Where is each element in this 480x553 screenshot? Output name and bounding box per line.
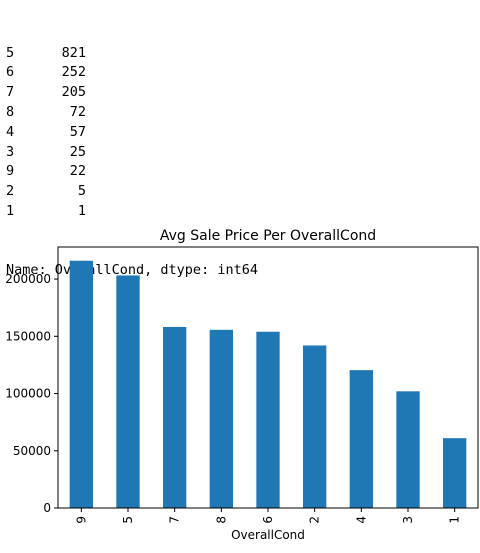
value-count-index: 8 xyxy=(6,103,15,120)
value-count-index: 7 xyxy=(6,84,15,101)
x-tick-label: 3 xyxy=(401,516,415,524)
y-axis: 0 50000 100000 150000 200000 xyxy=(5,272,58,515)
value-count-index: 9 xyxy=(6,163,15,180)
y-tick-label: 50000 xyxy=(13,444,51,458)
value-count-index: 3 xyxy=(6,143,15,160)
x-tick-label: 7 xyxy=(168,516,182,524)
value-count-row: 9 22 xyxy=(6,162,258,182)
value-count-count: 252 xyxy=(61,64,86,81)
y-tick-label: 150000 xyxy=(5,329,51,343)
bar-group xyxy=(69,260,467,508)
x-axis-label: OverallCond xyxy=(231,528,305,542)
bar xyxy=(69,260,93,508)
y-tick-label: 0 xyxy=(43,501,51,515)
value-count-index: 4 xyxy=(6,123,15,140)
x-tick-label: 4 xyxy=(354,516,368,524)
value-count-count: 25 xyxy=(69,143,86,160)
x-axis: 9 5 7 8 6 2 4 3 1 xyxy=(74,508,462,524)
chart-title: Avg Sale Price Per OverallCond xyxy=(160,228,376,244)
bar xyxy=(209,329,233,508)
y-tick-label: 200000 xyxy=(5,272,51,286)
value-count-row: 6 252 xyxy=(6,63,258,83)
value-count-index: 6 xyxy=(6,64,15,81)
value-count-row: 7 205 xyxy=(6,83,258,103)
value-count-count: 5 xyxy=(77,183,86,200)
value-count-index: 5 xyxy=(6,44,15,61)
value-counts-table: 5 821 6 252 7 205 8 72 4 57 3 25 9 22 2 5 1 1 xyxy=(6,44,258,222)
value-count-index: 1 xyxy=(6,202,15,219)
x-tick-label: 2 xyxy=(308,516,322,524)
value-count-count: 821 xyxy=(61,44,86,61)
y-tick-label: 100000 xyxy=(5,387,51,401)
bar xyxy=(256,331,280,508)
value-count-row: 4 57 xyxy=(6,123,258,143)
value-count-count: 205 xyxy=(61,84,86,101)
bar xyxy=(116,275,140,508)
bar xyxy=(303,345,327,508)
x-tick-label: 8 xyxy=(214,516,228,524)
x-tick-label: 1 xyxy=(448,516,462,524)
value-count-row: 3 25 xyxy=(6,143,258,163)
bar xyxy=(396,391,420,508)
x-tick-label: 5 xyxy=(121,516,135,524)
value-count-index: 2 xyxy=(6,183,15,200)
value-count-row: 5 821 xyxy=(6,44,258,64)
value-count-count: 22 xyxy=(69,163,86,180)
bar xyxy=(349,370,373,508)
value-count-count: 72 xyxy=(69,103,86,120)
x-tick-label: 9 xyxy=(74,516,88,524)
x-tick-label: 6 xyxy=(261,516,275,524)
value-count-row: 8 72 xyxy=(6,103,258,123)
value-count-count: 1 xyxy=(77,202,86,219)
plot-frame xyxy=(57,246,479,509)
bar xyxy=(443,438,467,508)
bar xyxy=(163,326,187,508)
value-count-count: 57 xyxy=(69,123,86,140)
